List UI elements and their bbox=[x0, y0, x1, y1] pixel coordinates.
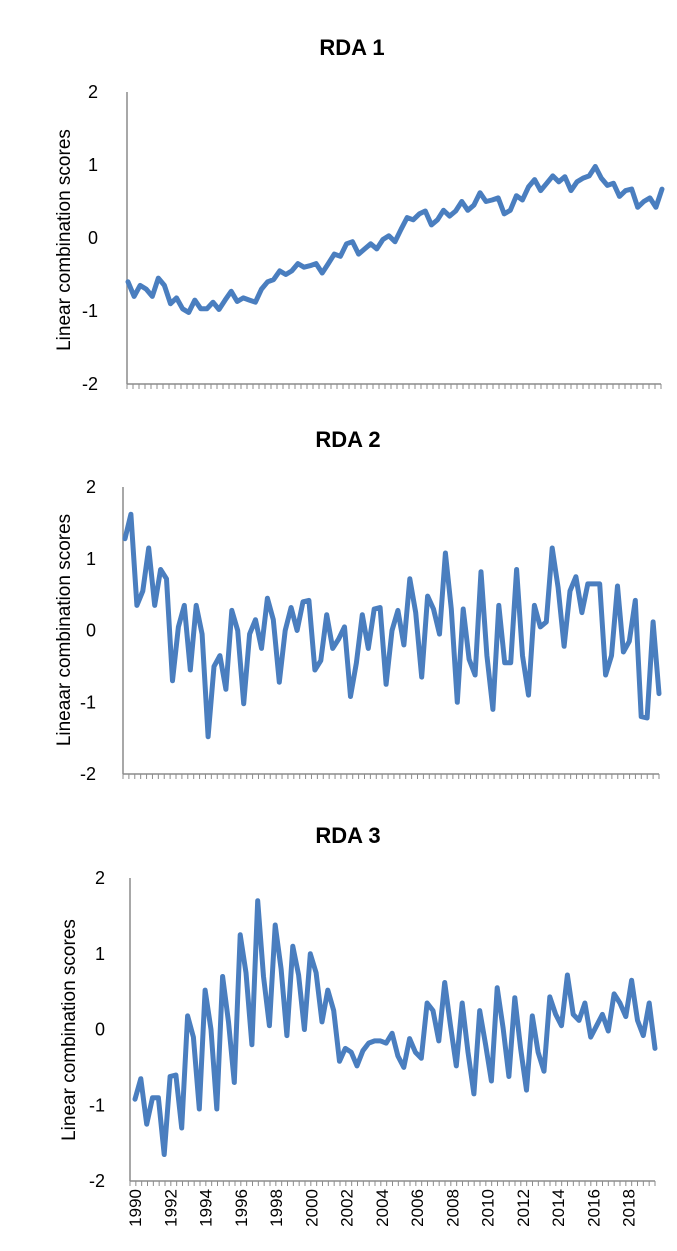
y-tick-label: -2 bbox=[89, 1171, 105, 1191]
x-tick-label: 1994 bbox=[197, 1189, 216, 1227]
y-tick-label: 1 bbox=[88, 155, 98, 175]
x-tick-label: 2018 bbox=[620, 1189, 639, 1227]
x-tick-label: 2002 bbox=[338, 1189, 357, 1227]
rda1-x-ticks bbox=[126, 384, 662, 389]
rda2-title: RDA 2 bbox=[315, 427, 380, 452]
x-tick-label: 2014 bbox=[549, 1189, 568, 1227]
x-tick-label: 2006 bbox=[408, 1189, 427, 1227]
rda1-title: RDA 1 bbox=[319, 35, 384, 60]
rda3-series-line bbox=[132, 898, 658, 1157]
x-tick-label: 1996 bbox=[232, 1189, 251, 1227]
x-tick-label: 2004 bbox=[373, 1189, 392, 1227]
y-tick-label: -2 bbox=[82, 374, 98, 394]
rda3-y-ticks: 2 1 0 -1 -2 bbox=[89, 868, 105, 1191]
x-tick-label: 2010 bbox=[479, 1189, 498, 1227]
rda2-series-line bbox=[122, 511, 662, 740]
x-tick-label: 2000 bbox=[302, 1189, 321, 1227]
rda3-y-axis-label: Linear combination scores bbox=[59, 919, 80, 1141]
y-tick-label: 2 bbox=[95, 868, 105, 888]
x-tick-label: 2016 bbox=[584, 1189, 603, 1227]
rda1-y-ticks: 2 1 0 -1 -2 bbox=[82, 82, 98, 394]
y-tick-label: -1 bbox=[82, 301, 98, 321]
rda1-panel: RDA 1 Linear combination scores 2 1 0 -1 -2 bbox=[54, 35, 665, 394]
x-tick-label: 2008 bbox=[443, 1189, 462, 1227]
y-tick-label: -1 bbox=[80, 692, 96, 712]
y-tick-label: 2 bbox=[88, 82, 98, 102]
x-tick-label: 1998 bbox=[267, 1189, 286, 1227]
y-tick-label: 0 bbox=[95, 1020, 105, 1040]
rda2-x-ticks bbox=[122, 774, 660, 779]
rda1-y-axis-label: Linear combination scores bbox=[54, 129, 75, 351]
rda2-panel: RDA 2 Lineaar combination scores 2 1 0 -1 -2 bbox=[54, 427, 662, 784]
y-tick-label: 2 bbox=[86, 477, 96, 497]
y-tick-label: -2 bbox=[80, 764, 96, 784]
rda2-y-ticks: 2 1 0 -1 -2 bbox=[80, 477, 96, 784]
y-tick-label: 0 bbox=[88, 228, 98, 248]
rda3-x-ticks: 1990 1992 1994 1996 1998 2000 2002 2004 2006 2008… bbox=[126, 1181, 656, 1227]
rda3-title: RDA 3 bbox=[315, 823, 380, 848]
y-tick-label: -1 bbox=[89, 1095, 105, 1115]
y-tick-label: 1 bbox=[95, 944, 105, 964]
x-tick-label: 1990 bbox=[126, 1189, 145, 1227]
y-tick-label: 0 bbox=[86, 621, 96, 641]
x-tick-label: 2012 bbox=[514, 1189, 533, 1227]
rda1-series-line bbox=[125, 164, 665, 315]
rda2-y-axis-label: Lineaar combination scores bbox=[54, 514, 75, 746]
y-tick-label: 1 bbox=[86, 549, 96, 569]
rda3-panel: RDA 3 Linear combination scores 210-1-2 … bbox=[59, 823, 658, 1227]
x-tick-label: 1992 bbox=[161, 1189, 180, 1227]
